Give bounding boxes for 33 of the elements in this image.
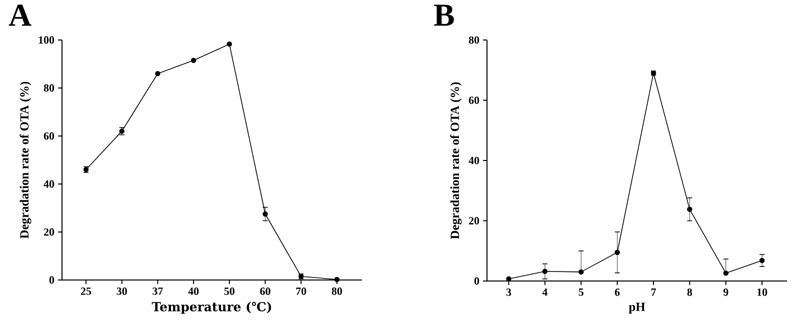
x-axis-title: pH: [628, 302, 646, 314]
x-tick-label: 5: [578, 288, 584, 296]
y-tick-label: 80: [44, 84, 54, 92]
x-tick-label: 30: [116, 288, 127, 295]
x-tick-label: 8: [687, 288, 692, 296]
y-tick-label: 20: [468, 217, 480, 224]
x-tick-label: 60: [260, 288, 270, 295]
y-tick-label: 60: [44, 132, 54, 140]
y-axis-title: Degradation rate of OTA (%): [450, 82, 462, 240]
y-tick-label: 0: [49, 276, 54, 284]
x-tick-label: 9: [723, 288, 728, 296]
y-axis-title: Degradation rate of OTA (%): [20, 82, 32, 239]
x-tick-label: 25: [80, 288, 92, 295]
x-axis-title: Temperature (℃): [152, 302, 272, 314]
y-tick-label: 60: [468, 96, 480, 104]
x-tick-label: 37: [152, 288, 163, 295]
x-tick-label: 4: [542, 288, 548, 296]
x-tick-label: 80: [332, 288, 342, 295]
x-tick-label: 70: [296, 288, 306, 295]
x-tick-label: 10: [757, 288, 768, 296]
x-tick-label: 50: [224, 288, 234, 295]
chart-title: B: [434, 4, 454, 26]
x-tick-label: 6: [614, 288, 620, 296]
x-tick-label: 40: [188, 288, 199, 295]
y-tick-label: 0: [474, 277, 480, 285]
y-tick-label: 100: [38, 36, 54, 44]
y-tick-label: 80: [468, 36, 480, 44]
x-tick-label: 3: [506, 288, 512, 296]
chart-title: A: [8, 4, 32, 26]
y-tick-label: 40: [468, 156, 480, 164]
y-tick-label: 20: [44, 228, 54, 236]
x-tick-label: 7: [651, 288, 656, 296]
y-tick-label: 40: [44, 180, 54, 188]
